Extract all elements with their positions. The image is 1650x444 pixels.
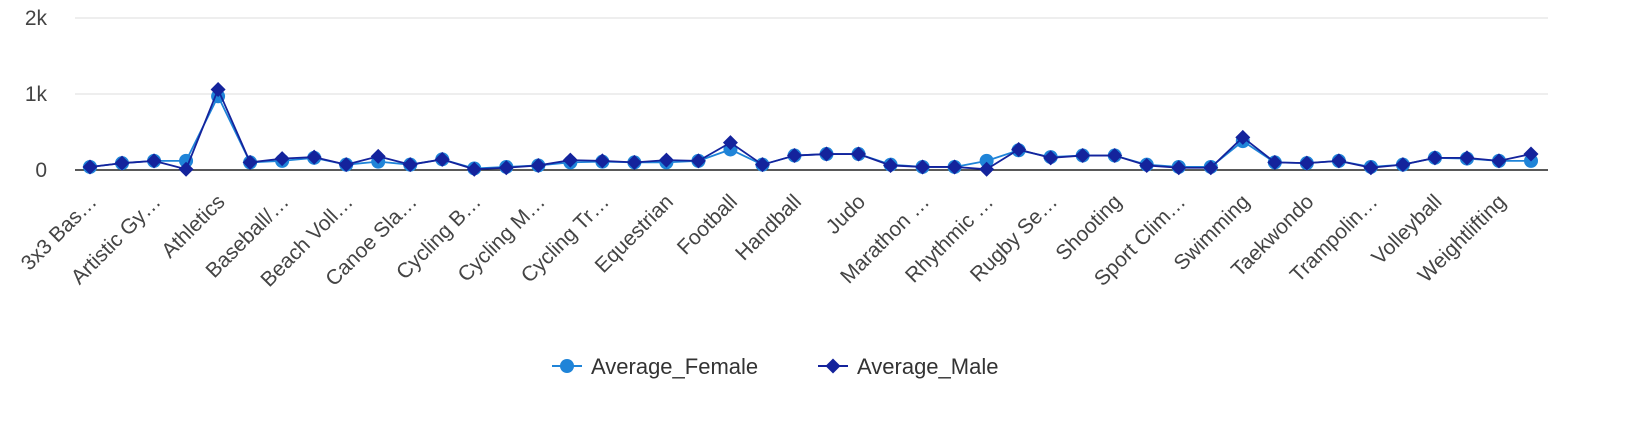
data-point[interactable] <box>658 152 674 168</box>
data-point[interactable] <box>530 157 546 173</box>
data-point[interactable] <box>370 148 386 164</box>
data-point[interactable] <box>1203 160 1219 176</box>
data-point[interactable] <box>306 149 322 165</box>
data-point[interactable] <box>466 161 482 177</box>
diamond-marker-icon <box>825 358 841 374</box>
data-point[interactable] <box>1491 153 1507 169</box>
data-point[interactable] <box>979 153 994 168</box>
y-axis: 0 1k 2k <box>25 7 1548 182</box>
data-point[interactable] <box>1267 154 1283 170</box>
data-point[interactable] <box>947 159 963 175</box>
data-point[interactable] <box>338 157 354 173</box>
y-tick-label: 0 <box>35 159 47 182</box>
series-line <box>89 88 1532 171</box>
legend[interactable]: Average_Female Average_Male <box>552 354 998 379</box>
data-point[interactable] <box>690 153 706 169</box>
data-point[interactable] <box>722 135 738 151</box>
data-point[interactable] <box>786 148 802 164</box>
data-point[interactable] <box>402 157 418 173</box>
data-point[interactable] <box>594 153 610 169</box>
data-point[interactable] <box>1363 160 1379 176</box>
data-point[interactable] <box>82 159 98 175</box>
data-point[interactable] <box>1075 148 1091 164</box>
data-point[interactable] <box>1139 157 1155 173</box>
data-point[interactable] <box>915 159 931 175</box>
data-point[interactable] <box>179 153 194 168</box>
x-axis: 3x3 Bas…Artistic Gy…AthleticsBaseball/…B… <box>17 190 1511 291</box>
circle-marker-icon <box>560 359 574 373</box>
legend-item-average-male[interactable]: Average_Male <box>818 354 998 379</box>
data-point[interactable] <box>754 157 770 173</box>
data-point[interactable] <box>1459 150 1475 166</box>
y-tick-label: 2k <box>25 7 48 30</box>
data-point[interactable] <box>1299 155 1315 171</box>
legend-label: Average_Female <box>591 354 758 379</box>
data-point[interactable] <box>274 151 290 167</box>
data-point[interactable] <box>979 161 995 177</box>
y-tick-label: 1k <box>25 83 48 106</box>
data-point[interactable] <box>178 161 194 177</box>
series-layer <box>82 81 1539 177</box>
data-point[interactable] <box>242 154 258 170</box>
data-point[interactable] <box>1171 160 1187 176</box>
data-point[interactable] <box>1235 129 1251 145</box>
data-point[interactable] <box>851 146 867 162</box>
data-point[interactable] <box>1107 148 1123 164</box>
series-average-male <box>82 81 1539 177</box>
data-point[interactable] <box>883 157 899 173</box>
data-point[interactable] <box>1331 153 1347 169</box>
data-point[interactable] <box>498 160 514 176</box>
data-point[interactable] <box>819 146 835 162</box>
data-point[interactable] <box>210 81 226 97</box>
legend-label: Average_Male <box>857 354 998 379</box>
data-point[interactable] <box>626 154 642 170</box>
data-point[interactable] <box>1043 150 1059 166</box>
x-tick-label: Handball <box>731 190 806 265</box>
data-point[interactable] <box>1395 157 1411 173</box>
data-point[interactable] <box>1427 150 1443 166</box>
x-tick-label: Judo <box>822 190 870 238</box>
data-point[interactable] <box>1523 146 1539 162</box>
data-point[interactable] <box>434 151 450 167</box>
data-point[interactable] <box>114 155 130 171</box>
data-point[interactable] <box>146 153 162 169</box>
legend-item-average-female[interactable]: Average_Female <box>552 354 758 379</box>
data-point[interactable] <box>562 152 578 168</box>
gridlines <box>75 17 1548 95</box>
data-point[interactable] <box>1011 141 1027 157</box>
